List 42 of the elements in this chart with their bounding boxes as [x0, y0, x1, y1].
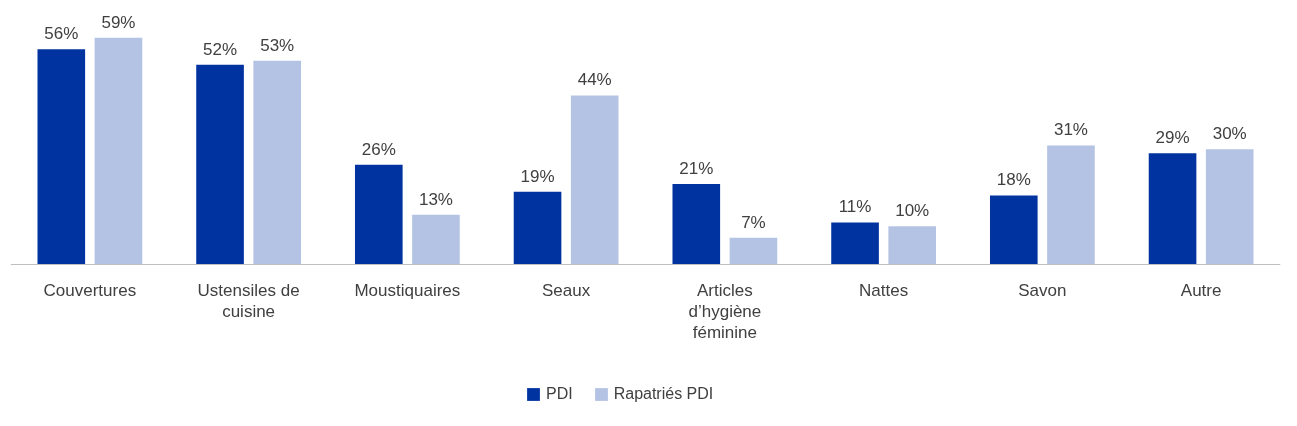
data-label: 13% — [418, 189, 453, 209]
x-tick-label: Couvertures — [43, 280, 137, 300]
bar — [412, 214, 460, 265]
bar — [354, 164, 403, 265]
data-label: 59% — [101, 12, 136, 32]
bar — [672, 183, 721, 265]
data-label: 31% — [1053, 120, 1088, 140]
x-tick-label: Ustensiles de cuisine — [197, 280, 300, 321]
bar — [888, 226, 937, 265]
x-tick-label: Moustiquaires — [354, 280, 461, 300]
data-label: 52% — [203, 39, 238, 59]
bar — [1047, 145, 1095, 265]
data-label: 10% — [895, 201, 930, 221]
data-label: 19% — [520, 166, 555, 186]
x-tick-label: Seaux — [542, 280, 591, 300]
bar — [729, 237, 778, 265]
data-label: 56% — [44, 24, 79, 44]
bar — [1205, 149, 1254, 265]
legend-label: Rapatriés PDI — [613, 385, 714, 403]
data-label: 53% — [260, 35, 295, 55]
data-label: 18% — [996, 170, 1031, 190]
data-label: 29% — [1155, 128, 1190, 148]
bar — [253, 60, 302, 265]
data-label: 7% — [741, 212, 766, 232]
data-label: 26% — [361, 139, 396, 159]
bar — [196, 64, 244, 265]
bar — [94, 37, 143, 265]
data-label: 11% — [838, 197, 872, 217]
data-label: 44% — [577, 70, 612, 90]
x-tick-label: Savon — [1018, 280, 1067, 300]
data-label: 30% — [1212, 124, 1247, 144]
data-label: 21% — [679, 158, 714, 178]
legend-label: PDI — [546, 385, 573, 403]
bar — [37, 49, 86, 265]
bar — [513, 191, 562, 265]
bar — [989, 195, 1038, 265]
bar — [570, 95, 619, 265]
x-tick-label: Articles d’hygiène féminine — [688, 280, 762, 342]
x-tick-label: Nattes — [859, 280, 909, 300]
bar — [1148, 153, 1197, 265]
bar — [831, 222, 879, 265]
x-tick-label: Autre — [1180, 280, 1222, 300]
